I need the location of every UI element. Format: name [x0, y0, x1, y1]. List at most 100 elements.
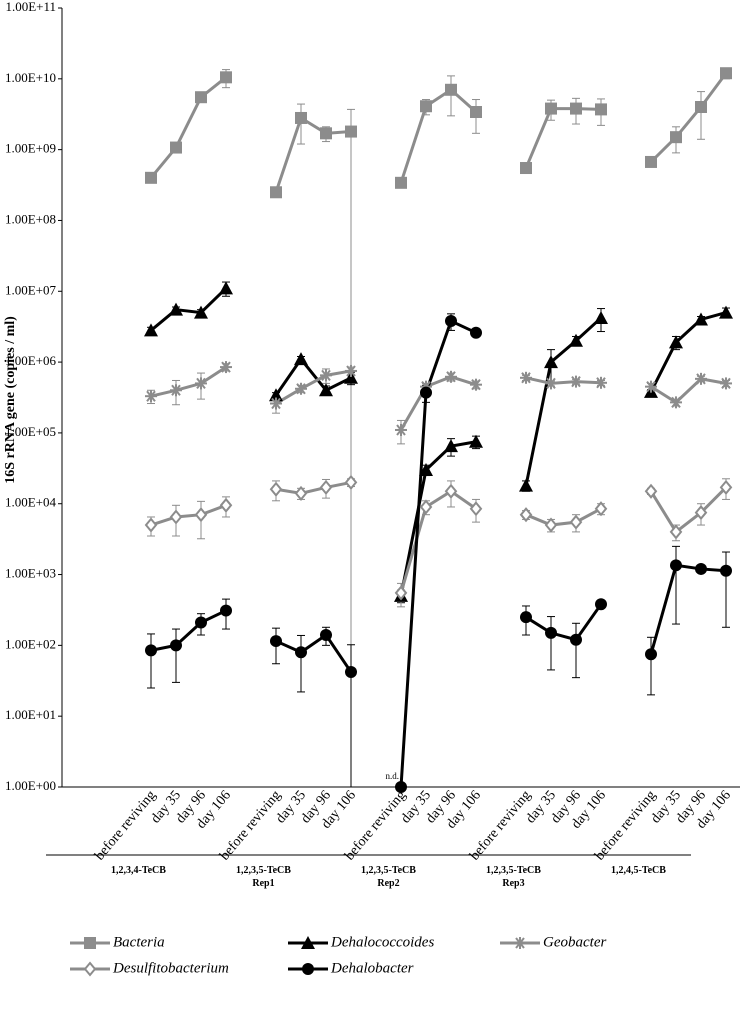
- error-bar: [647, 636, 655, 696]
- data-point: [719, 479, 733, 495]
- data-point: [395, 781, 407, 793]
- legend-label: Geobacter: [543, 934, 606, 950]
- data-point: [319, 479, 333, 495]
- data-point: [344, 474, 358, 490]
- series-line: [150, 365, 727, 431]
- data-point: [170, 141, 182, 154]
- series-line: [150, 287, 727, 597]
- error-bar: [172, 628, 180, 683]
- data-point: [219, 497, 233, 513]
- data-point: [294, 352, 308, 366]
- data-point: [644, 483, 658, 499]
- data-point: [670, 131, 682, 144]
- data-point: [345, 364, 357, 377]
- data-point: [594, 501, 608, 517]
- series-line: [150, 318, 727, 788]
- data-point: [445, 315, 457, 328]
- y-tick-label: 1.00E+04: [5, 495, 57, 510]
- data-point: [520, 611, 532, 624]
- data-point: [695, 562, 707, 575]
- y-tick-label: 1.00E+03: [5, 566, 56, 581]
- data-point: [520, 371, 532, 384]
- data-point: [720, 67, 732, 80]
- data-point: [570, 375, 582, 388]
- data-point: [345, 125, 357, 138]
- data-point: [469, 434, 483, 448]
- data-point: [194, 507, 208, 523]
- error-bar: [147, 633, 155, 689]
- data-point: [519, 478, 533, 492]
- legend-label: Desulfitobacterium: [112, 960, 229, 976]
- group-label: Rep3: [502, 878, 524, 889]
- legend-swatch-marker: [301, 936, 315, 949]
- data-point: [444, 439, 458, 453]
- error-bar: [572, 622, 580, 679]
- group-label: 1,2,3,5-TeCB: [486, 865, 541, 876]
- data-point: [144, 517, 158, 533]
- legend-swatch-marker: [514, 937, 526, 949]
- data-point: [570, 102, 582, 115]
- data-point: [220, 361, 232, 374]
- data-point: [295, 111, 307, 124]
- data-point: [719, 305, 733, 319]
- data-point: [569, 333, 583, 347]
- data-point: [694, 505, 708, 521]
- data-point: [145, 171, 157, 184]
- data-point: [144, 323, 158, 337]
- group-label: 1,2,3,4-TeCB: [111, 865, 166, 876]
- data-point: [220, 604, 232, 617]
- data-point: [670, 559, 682, 572]
- data-point: [444, 483, 458, 499]
- data-point: [469, 501, 483, 517]
- data-point: [595, 376, 607, 389]
- data-point: [145, 644, 157, 657]
- data-point: [195, 616, 207, 629]
- error-bar: [447, 75, 455, 117]
- group-label: Rep1: [252, 878, 274, 889]
- data-point: [670, 396, 682, 409]
- data-point: [669, 335, 683, 349]
- data-point: [320, 127, 332, 140]
- annotation: n.d.: [386, 771, 400, 781]
- data-point: [195, 91, 207, 104]
- data-point: [419, 462, 433, 476]
- y-tick-label: 1.00E+10: [5, 70, 56, 85]
- data-point: [145, 390, 157, 403]
- data-point: [570, 633, 582, 646]
- data-point: [694, 312, 708, 326]
- y-tick-label: 1.00E+01: [5, 707, 56, 722]
- data-point: [219, 281, 233, 295]
- data-point: [544, 355, 558, 369]
- data-point: [270, 635, 282, 648]
- data-point: [470, 326, 482, 339]
- data-point: [170, 639, 182, 652]
- y-tick-label: 1.00E+00: [5, 778, 56, 793]
- error-bar: [297, 634, 305, 693]
- error-bar: [722, 551, 730, 628]
- data-point: [395, 423, 407, 436]
- data-point: [320, 369, 332, 382]
- data-point: [544, 517, 558, 533]
- y-tick-label: 1.00E+08: [5, 211, 56, 226]
- series-line: [149, 72, 728, 193]
- data-point: [445, 370, 457, 383]
- y-tick-label: 1.00E+11: [5, 0, 56, 14]
- data-point: [170, 384, 182, 397]
- data-point: [595, 598, 607, 611]
- legend-swatch-marker: [302, 963, 314, 975]
- data-point: [395, 176, 407, 189]
- data-point: [270, 397, 282, 410]
- error-bar: [697, 91, 705, 140]
- y-axis-label: 16S rRNA gene (copies / ml): [3, 316, 18, 484]
- data-point: [270, 186, 282, 199]
- data-point: [419, 499, 433, 515]
- data-point: [470, 105, 482, 118]
- legend-label: Dehalococcoides: [330, 934, 434, 950]
- data-point: [595, 103, 607, 116]
- data-point: [320, 629, 332, 642]
- data-point: [295, 646, 307, 659]
- data-point: [445, 83, 457, 96]
- error-bar: [672, 545, 680, 625]
- data-point: [294, 485, 308, 501]
